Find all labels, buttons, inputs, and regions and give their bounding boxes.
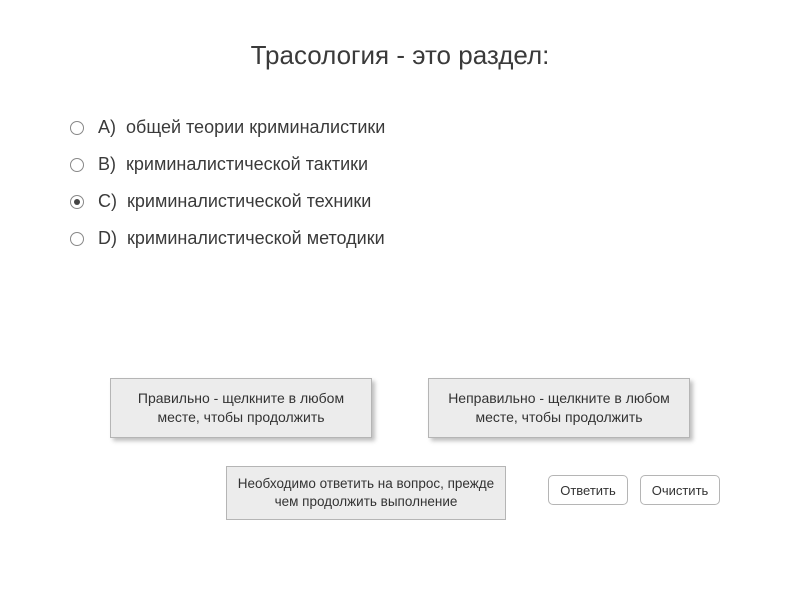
feedback-correct[interactable]: Правильно - щелкните в любом месте, чтоб…	[110, 378, 372, 438]
options-group: A) общей теории криминалистики B) кримин…	[70, 117, 740, 249]
option-b[interactable]: B) криминалистической тактики	[70, 154, 740, 175]
radio-d[interactable]	[70, 232, 84, 246]
option-label: A) общей теории криминалистики	[98, 117, 385, 138]
option-letter: B)	[98, 154, 116, 174]
feedback-incorrect[interactable]: Неправильно - щелкните в любом месте, чт…	[428, 378, 690, 438]
option-label: C) криминалистической техники	[98, 191, 371, 212]
clear-button[interactable]: Очистить	[640, 475, 720, 505]
option-c[interactable]: C) криминалистической техники	[70, 191, 740, 212]
option-text: общей теории криминалистики	[126, 117, 385, 137]
option-label: B) криминалистической тактики	[98, 154, 368, 175]
radio-a[interactable]	[70, 121, 84, 135]
radio-c[interactable]	[70, 195, 84, 209]
option-label: D) криминалистической методики	[98, 228, 385, 249]
option-letter: D)	[98, 228, 117, 248]
answer-button[interactable]: Ответить	[548, 475, 628, 505]
option-letter: A)	[98, 117, 116, 137]
bottom-row: Необходимо ответить на вопрос, прежде че…	[0, 466, 800, 516]
option-text: криминалистической тактики	[126, 154, 368, 174]
option-text: криминалистической техники	[127, 191, 371, 211]
option-d[interactable]: D) криминалистической методики	[70, 228, 740, 249]
radio-b[interactable]	[70, 158, 84, 172]
answer-prompt: Необходимо ответить на вопрос, прежде че…	[226, 466, 506, 520]
option-a[interactable]: A) общей теории криминалистики	[70, 117, 740, 138]
option-text: криминалистической методики	[127, 228, 385, 248]
feedback-row: Правильно - щелкните в любом месте, чтоб…	[0, 378, 800, 438]
option-letter: C)	[98, 191, 117, 211]
question-title: Трасология - это раздел:	[60, 40, 740, 71]
quiz-page: Трасология - это раздел: A) общей теории…	[0, 0, 800, 600]
